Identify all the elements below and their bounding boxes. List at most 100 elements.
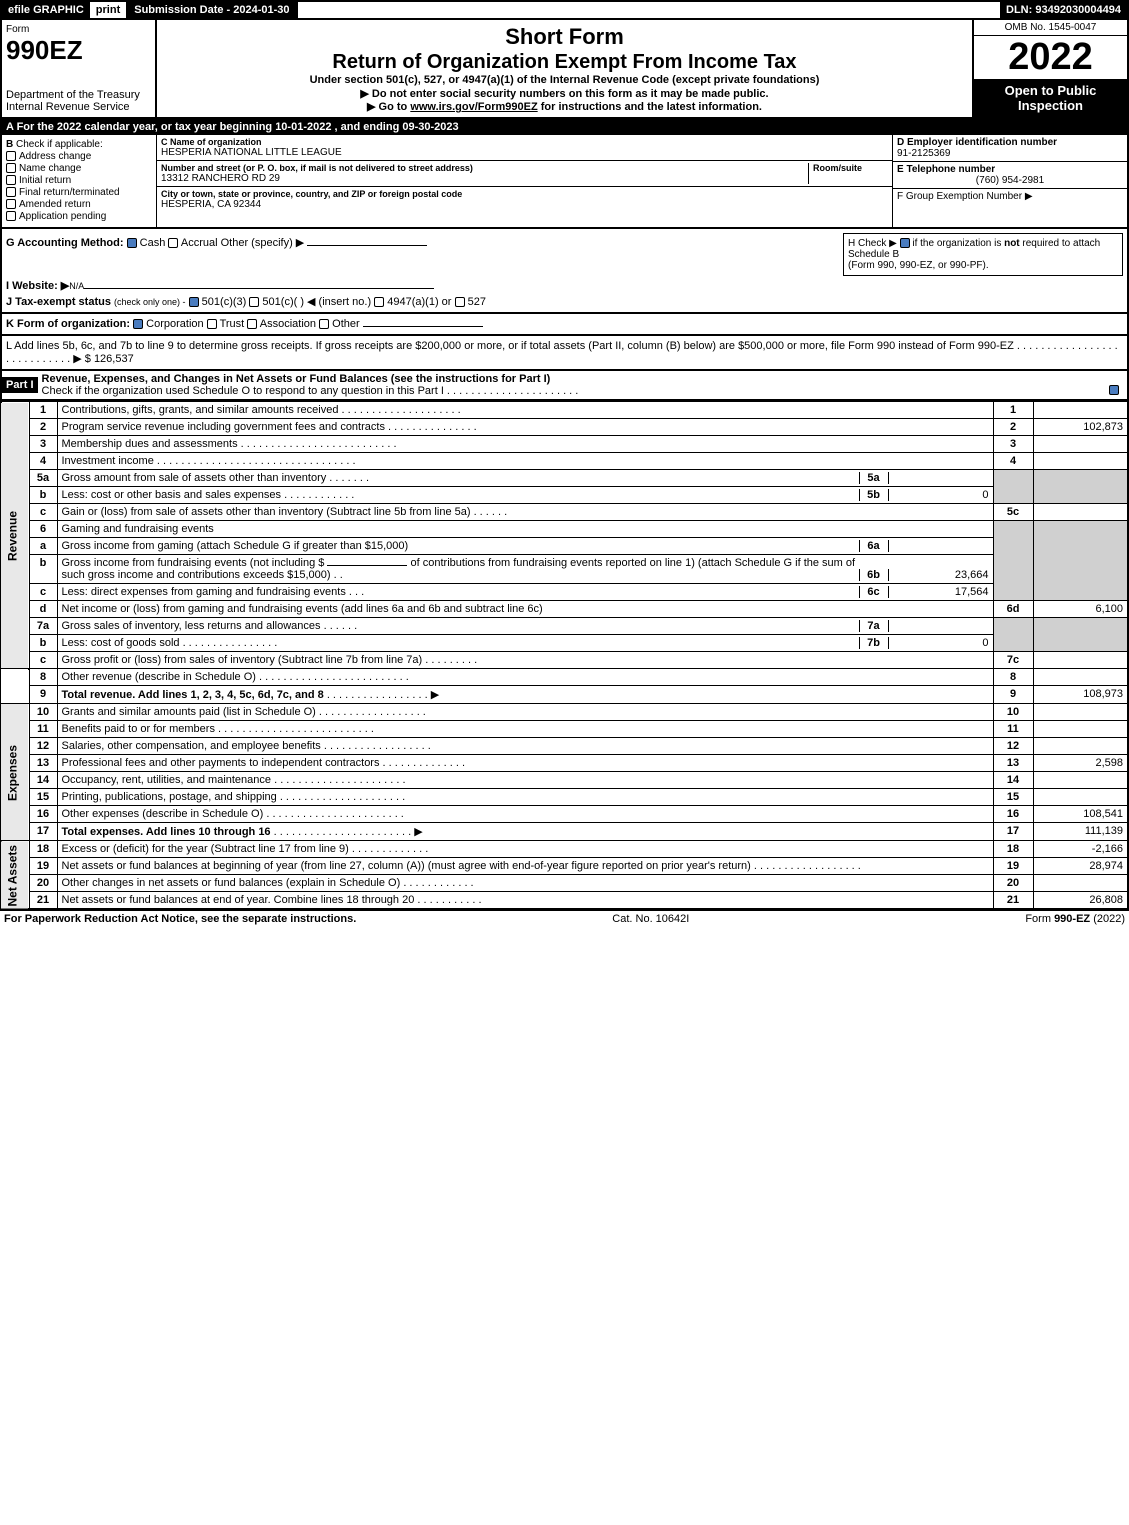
line-14-value xyxy=(1033,772,1128,789)
form-ref: Form 990-EZ (2022) xyxy=(1025,913,1125,925)
check-corporation[interactable] xyxy=(133,319,143,329)
dln: DLN: 93492030004494 xyxy=(1000,2,1127,18)
check-application-pending[interactable]: Application pending xyxy=(6,211,152,222)
header-right: OMB No. 1545-0047 2022 Open to Public In… xyxy=(972,20,1127,117)
line-10-value xyxy=(1033,704,1128,721)
line-18-value: -2,166 xyxy=(1033,841,1128,858)
omb-number: OMB No. 1545-0047 xyxy=(974,20,1127,36)
city-state-zip: HESPERIA, CA 92344 xyxy=(161,199,888,210)
line-9-value: 108,973 xyxy=(1033,686,1128,704)
line-8-value xyxy=(1033,669,1128,686)
phone-label: E Telephone number xyxy=(897,164,1123,175)
public-inspection: Open to Public Inspection xyxy=(974,79,1127,117)
line-11-value xyxy=(1033,721,1128,738)
gross-receipts: $ 126,537 xyxy=(85,353,134,365)
line-7b-value: 0 xyxy=(889,637,989,649)
line-3-value xyxy=(1033,436,1128,453)
line-6a-value xyxy=(889,540,989,552)
check-amended[interactable]: Amended return xyxy=(6,199,152,210)
part-1-check-text: Check if the organization used Schedule … xyxy=(42,385,444,397)
line-i: I Website: ▶N/A xyxy=(6,279,1123,292)
line-l: L Add lines 5b, 6c, and 7b to line 9 to … xyxy=(2,334,1127,369)
line-7a-value xyxy=(889,620,989,632)
line-19-value: 28,974 xyxy=(1033,858,1128,875)
expenses-side-label: Expenses xyxy=(1,704,29,841)
paperwork-notice: For Paperwork Reduction Act Notice, see … xyxy=(4,913,356,925)
part-1-header: Part I Revenue, Expenses, and Changes in… xyxy=(0,371,1129,401)
form-label: Form xyxy=(6,24,151,35)
top-bar: efile GRAPHIC print Submission Date - 20… xyxy=(0,0,1129,18)
department: Department of the Treasury Internal Reve… xyxy=(6,89,151,113)
line-j: J Tax-exempt status (check only one) - 5… xyxy=(6,295,1123,308)
ssn-warning: ▶ Do not enter social security numbers o… xyxy=(161,87,968,100)
line-2-value: 102,873 xyxy=(1033,419,1128,436)
website-value: N/A xyxy=(69,281,84,291)
group-exemption-label: F Group Exemption Number ▶ xyxy=(897,191,1123,202)
check-accrual[interactable] xyxy=(168,238,178,248)
street-address: 13312 RANCHERO RD 29 xyxy=(161,173,808,184)
check-trust[interactable] xyxy=(207,319,217,329)
line-15-value xyxy=(1033,789,1128,806)
check-address-change[interactable]: Address change xyxy=(6,151,152,162)
line-h: H Check ▶ if the organization is not req… xyxy=(843,233,1123,276)
check-527[interactable] xyxy=(455,297,465,307)
line-k: K Form of organization: Corporation Trus… xyxy=(2,312,1127,330)
line-16-value: 108,541 xyxy=(1033,806,1128,823)
line-6c-value: 17,564 xyxy=(889,586,989,598)
check-schedule-b[interactable] xyxy=(900,238,910,248)
org-name: HESPERIA NATIONAL LITTLE LEAGUE xyxy=(161,147,888,158)
check-schedule-o[interactable] xyxy=(1109,385,1119,395)
header-left: Form 990EZ Department of the Treasury In… xyxy=(2,20,157,117)
line-13-value: 2,598 xyxy=(1033,755,1128,772)
return-title: Return of Organization Exempt From Incom… xyxy=(161,51,968,74)
tax-year: 2022 xyxy=(974,36,1127,79)
form-number: 990EZ xyxy=(6,35,151,66)
column-de: D Employer identification number 91-2125… xyxy=(892,135,1127,227)
phone-value: (760) 954-2981 xyxy=(897,175,1123,186)
line-4-value xyxy=(1033,453,1128,470)
line-g: G Accounting Method: Cash Accrual Other … xyxy=(6,236,427,273)
irs-link[interactable]: www.irs.gov/Form990EZ xyxy=(410,101,537,113)
line-12-value xyxy=(1033,738,1128,755)
revenue-side-label: Revenue xyxy=(1,402,29,669)
submission-date: Submission Date - 2024-01-30 xyxy=(128,2,297,18)
under-section: Under section 501(c), 527, or 4947(a)(1)… xyxy=(161,74,968,86)
row-a-tax-year: A For the 2022 calendar year, or tax yea… xyxy=(0,119,1129,135)
check-final-return[interactable]: Final return/terminated xyxy=(6,187,152,198)
header-center: Short Form Return of Organization Exempt… xyxy=(157,20,972,117)
form-header: Form 990EZ Department of the Treasury In… xyxy=(0,18,1129,119)
column-b: B Check if applicable: Address change Na… xyxy=(2,135,157,227)
ein-label: D Employer identification number xyxy=(897,137,1123,148)
short-form-title: Short Form xyxy=(161,24,968,50)
check-other-org[interactable] xyxy=(319,319,329,329)
check-initial-return[interactable]: Initial return xyxy=(6,175,152,186)
line-1-value xyxy=(1033,402,1128,419)
line-20-value xyxy=(1033,875,1128,892)
section-g-to-l: G Accounting Method: Cash Accrual Other … xyxy=(0,229,1129,371)
line-6b-value: 23,664 xyxy=(889,569,989,581)
line-5b-value: 0 xyxy=(889,489,989,501)
column-cde: C Name of organization HESPERIA NATIONAL… xyxy=(157,135,1127,227)
check-association[interactable] xyxy=(247,319,257,329)
check-501c[interactable] xyxy=(249,297,259,307)
city-label: City or town, state or province, country… xyxy=(161,189,888,199)
line-17-value: 111,139 xyxy=(1033,823,1128,841)
addr-label: Number and street (or P. O. box, if mail… xyxy=(161,163,808,173)
org-name-label: C Name of organization xyxy=(161,137,888,147)
check-cash[interactable] xyxy=(127,238,137,248)
check-name-change[interactable]: Name change xyxy=(6,163,152,174)
efile-label: efile GRAPHIC xyxy=(2,2,90,18)
part-1-title: Revenue, Expenses, and Changes in Net As… xyxy=(42,373,551,385)
line-5c-value xyxy=(1033,504,1128,521)
line-21-value: 26,808 xyxy=(1033,892,1128,910)
room-label: Room/suite xyxy=(813,163,888,173)
check-501c3[interactable] xyxy=(189,297,199,307)
check-4947[interactable] xyxy=(374,297,384,307)
line-5a-value xyxy=(889,472,989,484)
cat-number: Cat. No. 10642I xyxy=(612,913,689,925)
main-info: B Check if applicable: Address change Na… xyxy=(0,135,1129,229)
netassets-side-label: Net Assets xyxy=(1,841,29,910)
print-link[interactable]: print xyxy=(90,2,128,18)
revenue-table: Revenue 1Contributions, gifts, grants, a… xyxy=(0,401,1129,910)
goto-link: ▶ Go to www.irs.gov/Form990EZ for instru… xyxy=(161,100,968,113)
